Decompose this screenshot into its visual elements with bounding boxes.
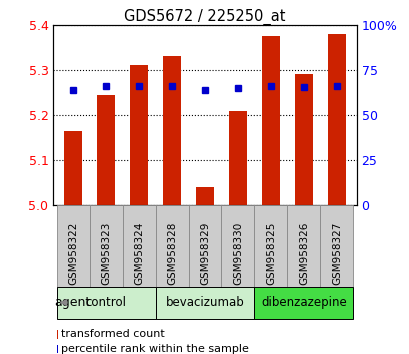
Text: dibenzazepine: dibenzazepine [261, 296, 346, 309]
Bar [327, 34, 345, 205]
Text: GSM958329: GSM958329 [200, 222, 209, 285]
Text: bevacizumab: bevacizumab [165, 296, 244, 309]
Bar [188, 205, 221, 287]
Text: percentile rank within the sample: percentile rank within the sample [61, 344, 248, 354]
Bar [162, 56, 181, 205]
Bar [228, 110, 247, 205]
Text: GSM958330: GSM958330 [232, 222, 243, 285]
Text: agent: agent [54, 296, 90, 309]
Bar [122, 205, 155, 287]
Bar [56, 287, 155, 319]
Text: GSM958326: GSM958326 [298, 222, 308, 285]
Title: GDS5672 / 225250_at: GDS5672 / 225250_at [124, 8, 285, 25]
Bar [155, 205, 188, 287]
Text: GSM958328: GSM958328 [166, 222, 177, 285]
Text: GSM958324: GSM958324 [134, 222, 144, 285]
Bar [221, 205, 254, 287]
Bar [261, 36, 279, 205]
Bar [254, 287, 353, 319]
Bar [294, 74, 312, 205]
Bar [130, 65, 148, 205]
Text: GSM958327: GSM958327 [331, 222, 341, 285]
Text: transformed count: transformed count [61, 330, 164, 339]
Bar [254, 205, 287, 287]
Bar [320, 205, 353, 287]
Bar [155, 287, 254, 319]
Bar [56, 330, 58, 339]
Bar [56, 345, 58, 353]
Text: control: control [85, 296, 126, 309]
Bar [97, 95, 115, 205]
Bar [287, 205, 320, 287]
Text: GSM958322: GSM958322 [68, 222, 78, 285]
Bar [89, 205, 122, 287]
Bar [56, 205, 89, 287]
Text: GSM958325: GSM958325 [265, 222, 275, 285]
Text: GSM958323: GSM958323 [101, 222, 111, 285]
Bar [196, 187, 213, 205]
Bar [64, 131, 82, 205]
